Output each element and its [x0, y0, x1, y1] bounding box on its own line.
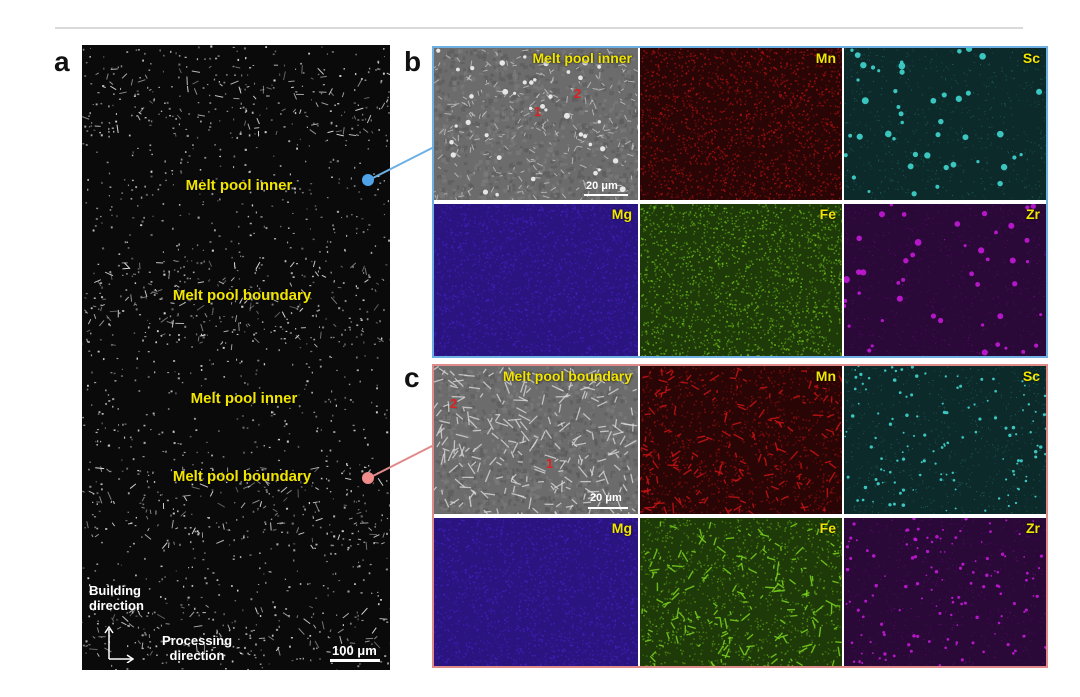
- sem-image-c: Melt pool boundary 2 1 20 μm: [434, 366, 638, 514]
- scale-bar-c: [588, 507, 628, 509]
- map-b-mn: Mn: [640, 48, 842, 200]
- sem-texture-c: [434, 366, 638, 514]
- element-label-c-zr: Zr: [1026, 520, 1040, 536]
- map-b-mg: Mg: [434, 204, 638, 356]
- marker-c-1: 1: [546, 456, 554, 471]
- map-texture-b-zr: [844, 204, 1046, 356]
- marker-b-2: 2: [574, 86, 582, 101]
- map-c-mg: Mg: [434, 518, 638, 666]
- map-c-zr: Zr: [844, 518, 1046, 666]
- map-texture-b-mg: [434, 204, 638, 356]
- map-texture-c-sc: [844, 366, 1046, 514]
- panel-b-frame: Melt pool inner 1 2 20 μm Mn Sc Mg Fe Zr: [432, 46, 1048, 358]
- connector-line-c: [368, 443, 437, 479]
- element-label-c-fe: Fe: [819, 520, 836, 536]
- element-label-c-sc: Sc: [1022, 368, 1040, 384]
- element-label-b-mg: Mg: [611, 206, 632, 222]
- scale-bar-b: [584, 194, 628, 196]
- map-texture-c-zr: [844, 518, 1046, 666]
- scale-bar-label-b: 20 μm: [586, 180, 618, 192]
- panel-letter-b: b: [404, 46, 422, 77]
- label-melt-pool-inner-1: Melt pool inner: [185, 177, 293, 194]
- marker-b-1: 1: [534, 104, 542, 119]
- element-label-c-mg: Mg: [611, 520, 632, 536]
- panel-letter-a: a: [54, 46, 70, 77]
- element-label-b-sc: Sc: [1022, 50, 1040, 66]
- connector-line-b: [368, 145, 437, 181]
- panel-letter-c: c: [404, 362, 420, 393]
- map-texture-b-sc: [844, 48, 1046, 200]
- sem-title-b: Melt pool inner: [532, 50, 632, 66]
- element-label-c-mn: Mn: [815, 368, 836, 384]
- element-label-b-mn: Mn: [815, 50, 836, 66]
- sem-texture-b: [434, 48, 638, 200]
- connector-dot-b: [362, 174, 374, 186]
- sem-title-c: Melt pool boundary: [502, 368, 632, 384]
- processing-direction-label: Processing direction: [161, 633, 233, 663]
- label-melt-pool-inner-2: Melt pool inner: [190, 390, 298, 407]
- map-texture-b-fe: [640, 204, 842, 356]
- marker-c-2: 2: [450, 396, 458, 411]
- map-texture-b-mn: [640, 48, 842, 200]
- micrograph-texture: [82, 45, 390, 670]
- scale-bar-label-c: 20 μm: [590, 492, 622, 504]
- map-b-fe: Fe: [640, 204, 842, 356]
- element-label-b-zr: Zr: [1026, 206, 1040, 222]
- panel-a-micrograph: Melt pool inner Melt pool boundary Melt …: [82, 45, 390, 670]
- map-texture-c-fe: [640, 518, 842, 666]
- label-melt-pool-boundary-1: Melt pool boundary: [172, 287, 312, 304]
- direction-axes-icon: [104, 625, 134, 663]
- map-b-zr: Zr: [844, 204, 1046, 356]
- scale-bar-label-a: 100 μm: [332, 643, 377, 658]
- top-rule: [55, 27, 1023, 29]
- panel-c-frame: Melt pool boundary 2 1 20 μm Mn Sc Mg Fe…: [432, 364, 1048, 668]
- label-melt-pool-boundary-2: Melt pool boundary: [172, 468, 312, 485]
- map-texture-c-mg: [434, 518, 638, 666]
- map-c-fe: Fe: [640, 518, 842, 666]
- map-texture-c-mn: [640, 366, 842, 514]
- building-direction-label: Building direction: [89, 583, 144, 613]
- map-b-sc: Sc: [844, 48, 1046, 200]
- connector-dot-c: [362, 472, 374, 484]
- element-label-b-fe: Fe: [819, 206, 836, 222]
- map-c-mn: Mn: [640, 366, 842, 514]
- scale-bar-a: [330, 659, 380, 662]
- sem-image-b: Melt pool inner 1 2 20 μm: [434, 48, 638, 200]
- map-c-sc: Sc: [844, 366, 1046, 514]
